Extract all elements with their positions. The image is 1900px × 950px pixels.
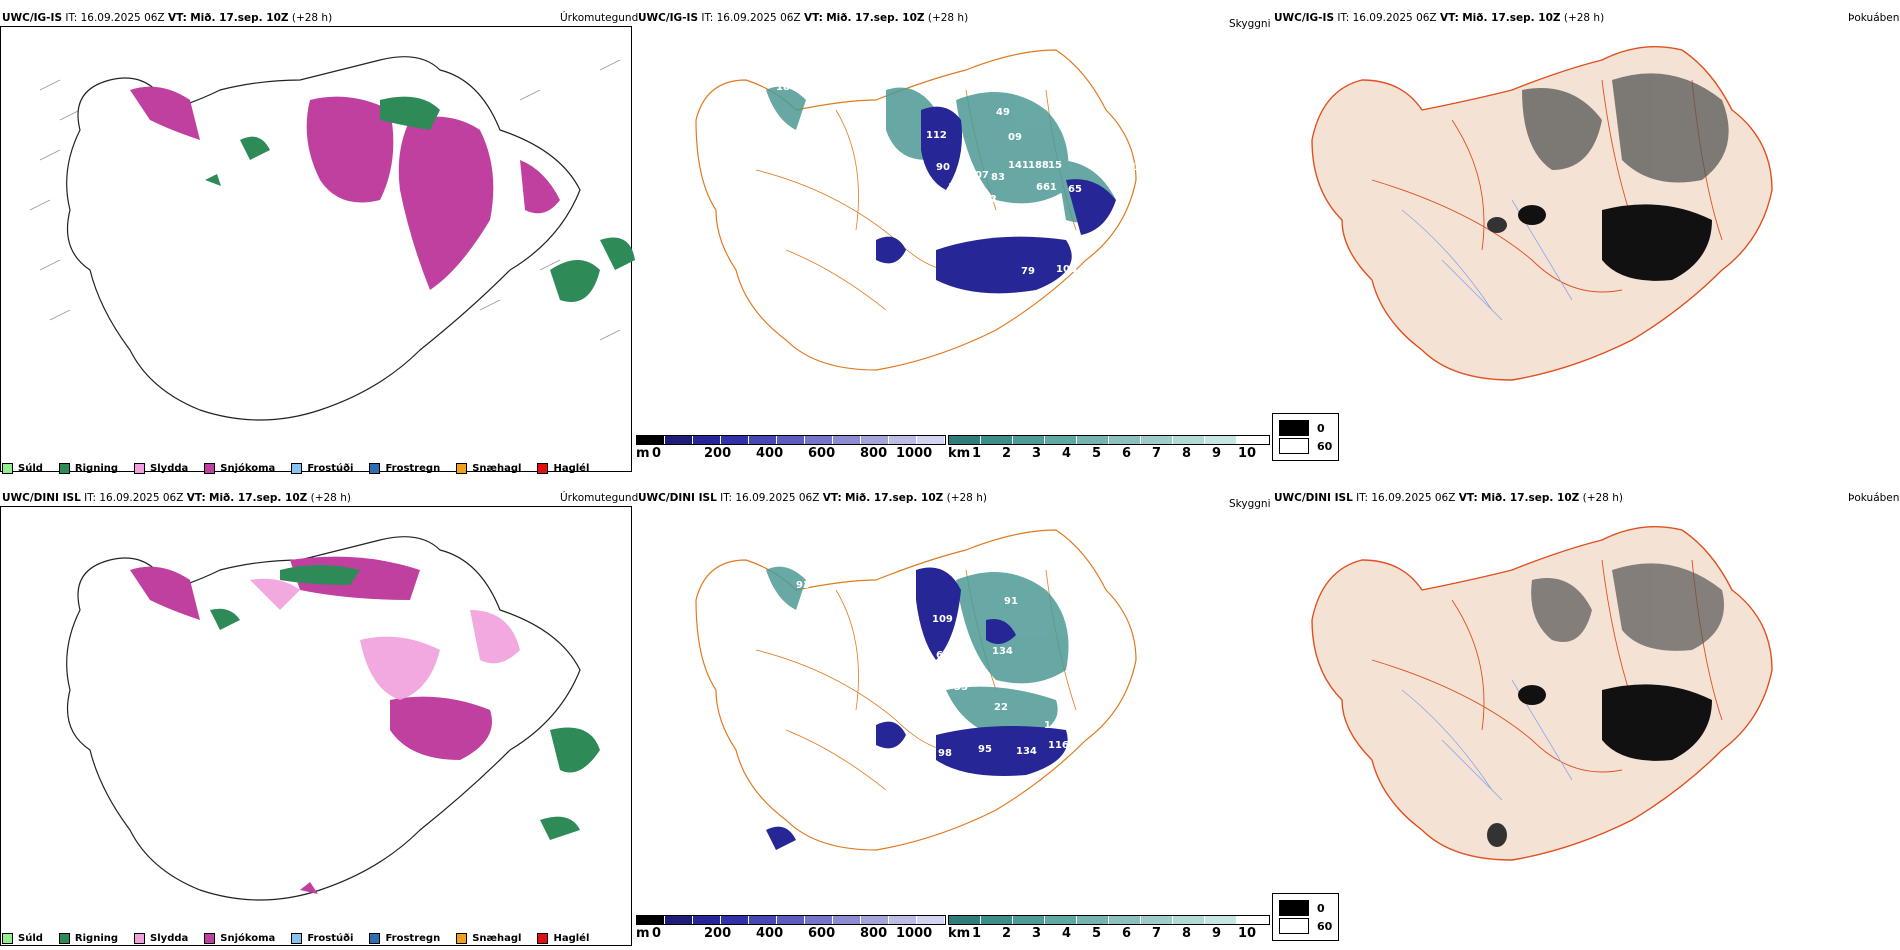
legend-item: Haglél [537, 933, 589, 944]
cloud-base-colorbar-1: m 0 200 400 600 800 1000 [636, 435, 946, 461]
legend-item: Frostúði [291, 463, 353, 474]
legend-item: Frostúði [291, 933, 353, 944]
cloud-number: 49 [996, 107, 1010, 118]
cloud-number: 93 [796, 580, 810, 591]
cloud-number: 15 [1048, 160, 1062, 171]
cloud-panel-1: UWC/IG-IS IT: 16.09.2025 06Z VT: Mið. 17… [636, 10, 1276, 480]
mask-legend-1: 0 60 [1272, 413, 1340, 461]
cloud-number: 112 [926, 130, 947, 141]
ptype-title-1: Úrkomutegund [560, 12, 639, 24]
cloud-map-1: 180 84 112 90 107 83 19 78 242 49 09 141… [695, 49, 1167, 371]
cloud-panel-2: UWC/DINI ISL IT: 16.09.2025 06Z VT: Mið.… [636, 490, 1276, 950]
cloud-number: 100 [1056, 264, 1077, 275]
cloud-number: 188 [1028, 160, 1049, 171]
cloud-number: 55 [954, 682, 968, 693]
cloud-number: 242 [976, 194, 997, 205]
legend-item: Slydda [134, 463, 188, 474]
cloud-number: 19 [948, 182, 962, 193]
legend-item: Frostregn [369, 933, 440, 944]
legend-item: Snæhagl [456, 933, 521, 944]
legend-item: Snjókoma [204, 933, 275, 944]
ptype-title-2: Úrkomutegund [560, 492, 639, 504]
cloud-number: 78 [944, 194, 958, 205]
fog-header-1: UWC/IG-IS IT: 16.09.2025 06Z VT: Mið. 17… [1274, 12, 1605, 24]
mask-legend-2: 0 60 [1272, 893, 1340, 941]
cloud-number: 84 [806, 122, 820, 133]
fog-map-2 [1311, 526, 1773, 861]
fog-title-2: Þokuábendi [1848, 492, 1900, 504]
cloud-number: 180 [776, 82, 797, 93]
ptype-legend-2: Súld Rigning Slydda Snjókoma Frostúði Fr… [2, 933, 589, 944]
cloud-number: 134 [1016, 746, 1037, 757]
fog-header-2: UWC/DINI ISL IT: 16.09.2025 06Z VT: Mið.… [1274, 492, 1623, 504]
ptype-panel-2: UWC/DINI ISL IT: 16.09.2025 06Z VT: Mið.… [0, 490, 640, 950]
legend-item: Slydda [134, 933, 188, 944]
fog-map-1 [1311, 46, 1773, 381]
cloud-number: 91 [1004, 596, 1018, 607]
cloud-title-2: Skyggni [1229, 498, 1271, 510]
ptype-header-2: UWC/DINI ISL IT: 16.09.2025 06Z VT: Mið.… [2, 492, 351, 504]
cloud-base-colorbar-2: m 0 200 400 600 800 1000 [636, 915, 946, 941]
legend-item: Rigning [58, 463, 118, 474]
cloud-number: 29 [1098, 130, 1112, 141]
cloud-number: 71 [1120, 264, 1134, 275]
cloud-number: 134 [992, 646, 1013, 657]
ptype-panel-1: UWC/IG-IS IT: 16.09.2025 06Z VT: Mið. 17… [0, 10, 640, 480]
cloud-map-2: 93 109 60 55 91 134 22 85 98 95 134 116 … [695, 529, 1137, 851]
cloud-header-2: UWC/DINI ISL IT: 16.09.2025 06Z VT: Mið.… [638, 492, 987, 504]
cloud-number: 90 [936, 162, 950, 173]
cloud-number: 661 [1036, 182, 1057, 193]
fog-panel-2: UWC/DINI ISL IT: 16.09.2025 06Z VT: Mið.… [1272, 490, 1900, 890]
legend-item: Súld [2, 933, 43, 944]
cloud-number: 83 [916, 247, 930, 258]
ptype-map-frame-2 [0, 506, 632, 946]
cloud-header-1: UWC/IG-IS IT: 16.09.2025 06Z VT: Mið. 17… [638, 12, 969, 24]
legend-item: Haglél [537, 463, 589, 474]
fog-panel-1: UWC/IG-IS IT: 16.09.2025 06Z VT: Mið. 17… [1272, 10, 1900, 410]
cloud-number: 22 [994, 702, 1008, 713]
cloud-number: 141 [1008, 160, 1029, 171]
cloud-number: 108 [1130, 162, 1151, 173]
cloud-number: 120 [1110, 244, 1131, 255]
legend-item: Frostregn [369, 463, 440, 474]
ptype-legend-1: Súld Rigning Slydda Snjókoma Frostúði Fr… [2, 463, 589, 474]
iceland-outline [66, 536, 581, 901]
legend-item: Rigning [58, 933, 118, 944]
cloud-number: 98 [938, 748, 952, 759]
cloud-number: 116 [1048, 740, 1069, 751]
legend-item: Snjókoma [204, 463, 275, 474]
cloud-number: 109 [932, 614, 953, 625]
ptype-header-1: UWC/IG-IS IT: 16.09.2025 06Z VT: Mið. 17… [2, 12, 333, 24]
cloud-number: 65 [1068, 184, 1082, 195]
cloud-number: 60 [936, 650, 950, 661]
cloud-title-1: Skyggni [1229, 18, 1271, 30]
legend-item: Súld [2, 463, 43, 474]
cloud-number: 190 [1084, 114, 1105, 125]
cloud-number: 143 [1044, 720, 1065, 731]
legend-item: Snæhagl [456, 463, 521, 474]
fog-title-1: Þokuábendi [1848, 12, 1900, 24]
cloud-number: 158 [1146, 178, 1167, 189]
cloud-number: 95 [978, 744, 992, 755]
cloud-number: 29 [1098, 642, 1112, 653]
ptype-map-2 [66, 536, 600, 901]
cloud-number: 290 [1098, 144, 1119, 155]
cloud-number: 247 [1099, 160, 1120, 171]
cloud-number: 83 [991, 172, 1005, 183]
cloud-number: 107 [968, 170, 989, 181]
cloud-number: 79 [1021, 266, 1035, 277]
visibility-colorbar-2: km 1 2 3 4 5 6 7 8 9 10 [948, 915, 1270, 941]
cloud-number: 09 [1008, 132, 1022, 143]
ptype-map-1 [29, 56, 635, 421]
visibility-colorbar-1: km 1 2 3 4 5 6 7 8 9 10 [948, 435, 1270, 461]
cloud-number: 85 [918, 730, 932, 741]
